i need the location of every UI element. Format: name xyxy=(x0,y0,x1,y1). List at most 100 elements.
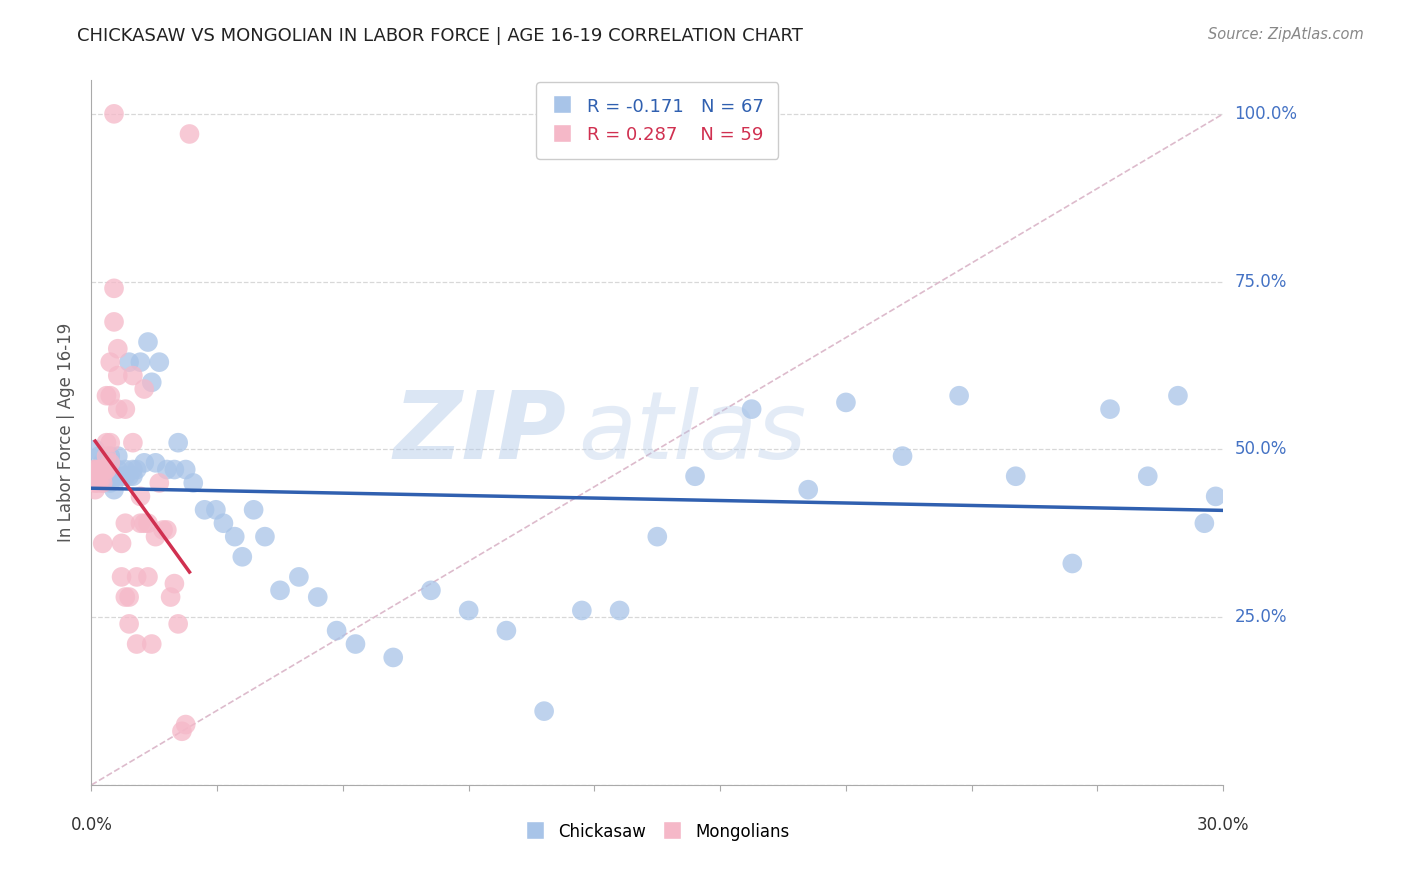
Point xyxy=(91,475,114,490)
Text: 0.0%: 0.0% xyxy=(70,815,112,833)
Point xyxy=(1099,402,1122,417)
Text: 100.0%: 100.0% xyxy=(1234,105,1298,123)
Point xyxy=(87,469,110,483)
Text: CHICKASAW VS MONGOLIAN IN LABOR FORCE | AGE 16-19 CORRELATION CHART: CHICKASAW VS MONGOLIAN IN LABOR FORCE | … xyxy=(77,27,803,45)
Point xyxy=(136,516,159,531)
Point xyxy=(91,462,114,476)
Point xyxy=(181,475,204,490)
Point xyxy=(114,590,136,604)
Point xyxy=(107,368,129,383)
Text: ZIP: ZIP xyxy=(394,386,567,479)
Point xyxy=(193,503,217,517)
Point xyxy=(148,355,170,369)
Point xyxy=(98,435,121,450)
Point xyxy=(344,637,367,651)
Point xyxy=(145,456,167,470)
Point xyxy=(118,616,141,631)
Point xyxy=(87,469,110,483)
Point xyxy=(98,449,121,463)
Y-axis label: In Labor Force | Age 16-19: In Labor Force | Age 16-19 xyxy=(58,323,76,542)
Point xyxy=(96,449,118,463)
Point xyxy=(125,570,148,584)
Point xyxy=(96,389,118,403)
Point xyxy=(645,530,668,544)
Point xyxy=(87,462,110,476)
Point xyxy=(98,456,121,470)
Point xyxy=(419,583,441,598)
Point xyxy=(224,530,246,544)
Point xyxy=(835,395,858,409)
Point xyxy=(1167,389,1189,403)
Text: 25.0%: 25.0% xyxy=(1234,608,1286,626)
Point xyxy=(107,342,129,356)
Point xyxy=(103,483,125,497)
Point xyxy=(114,516,136,531)
Point xyxy=(231,549,253,564)
Point xyxy=(103,281,125,295)
Point xyxy=(91,462,114,476)
Point xyxy=(122,435,145,450)
Point xyxy=(179,127,201,141)
Point xyxy=(159,590,181,604)
Point xyxy=(134,456,156,470)
Point xyxy=(253,530,276,544)
Point xyxy=(110,570,132,584)
Point xyxy=(98,475,121,490)
Point xyxy=(797,483,820,497)
Point xyxy=(91,456,114,470)
Point xyxy=(96,435,118,450)
Point xyxy=(457,603,479,617)
Point xyxy=(288,570,311,584)
Point xyxy=(107,449,129,463)
Point xyxy=(114,462,136,476)
Point xyxy=(87,475,110,490)
Point xyxy=(96,462,118,476)
Point xyxy=(96,462,118,476)
Point xyxy=(167,435,190,450)
Text: 30.0%: 30.0% xyxy=(1197,815,1250,833)
Point xyxy=(84,442,107,457)
Point xyxy=(1194,516,1216,531)
Point xyxy=(134,382,156,396)
Point xyxy=(242,503,264,517)
Point xyxy=(571,603,593,617)
Point xyxy=(1004,469,1026,483)
Point xyxy=(156,462,179,476)
Point xyxy=(103,107,125,121)
Point xyxy=(891,449,914,463)
Point xyxy=(87,469,110,483)
Point xyxy=(212,516,235,531)
Point xyxy=(98,389,121,403)
Point xyxy=(382,650,405,665)
Point xyxy=(91,462,114,476)
Point xyxy=(325,624,347,638)
Point xyxy=(134,516,156,531)
Point xyxy=(103,315,125,329)
Point xyxy=(103,469,125,483)
Point xyxy=(96,469,118,483)
Point xyxy=(156,523,179,537)
Point xyxy=(136,570,159,584)
Point xyxy=(84,475,107,490)
Point xyxy=(174,462,197,476)
Point xyxy=(307,590,329,604)
Point xyxy=(609,603,631,617)
Text: 50.0%: 50.0% xyxy=(1234,441,1286,458)
Point xyxy=(495,624,517,638)
Point xyxy=(129,355,152,369)
Point xyxy=(118,355,141,369)
Point xyxy=(118,590,141,604)
Point xyxy=(948,389,970,403)
Point xyxy=(122,469,145,483)
Point xyxy=(152,523,174,537)
Point xyxy=(145,530,167,544)
Point xyxy=(533,704,555,718)
Point xyxy=(148,475,170,490)
Point xyxy=(163,462,186,476)
Point xyxy=(122,462,145,476)
Point xyxy=(174,717,197,731)
Point xyxy=(141,376,163,390)
Text: Source: ZipAtlas.com: Source: ZipAtlas.com xyxy=(1208,27,1364,42)
Point xyxy=(87,449,110,463)
Point xyxy=(107,462,129,476)
